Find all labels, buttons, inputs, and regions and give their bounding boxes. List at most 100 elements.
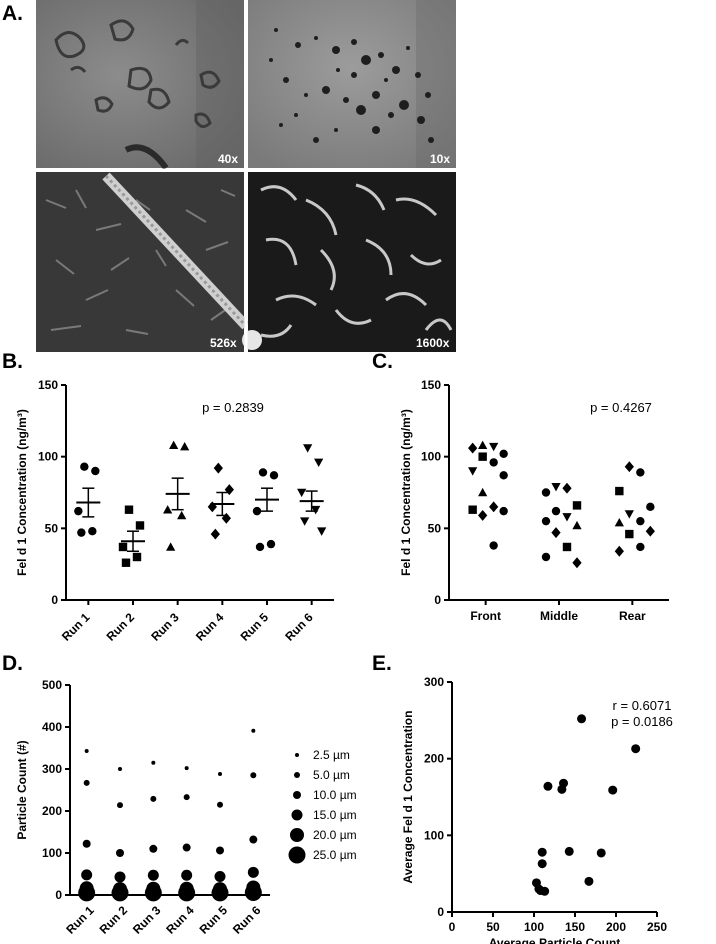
- panel-label-d: D.: [2, 652, 23, 675]
- data-point: [624, 461, 634, 473]
- data-point: [572, 520, 582, 530]
- data-point: [177, 510, 187, 520]
- data-point: [478, 440, 488, 449]
- data-point: [297, 488, 307, 498]
- data-point: [132, 552, 142, 562]
- data-point: [543, 781, 553, 791]
- legend-label: 2.5 µm: [313, 748, 350, 762]
- data-point: [149, 844, 158, 853]
- data-point: [636, 468, 645, 477]
- y-tick-label: 100: [38, 450, 58, 464]
- data-point: [489, 442, 499, 452]
- data-point: [541, 488, 551, 497]
- data-point: [135, 521, 145, 530]
- data-point: [144, 884, 162, 902]
- data-point: [147, 869, 159, 881]
- y-tick-label: 200: [424, 752, 444, 766]
- p-value-annotation: p = 0.2839: [202, 400, 264, 415]
- data-point: [303, 444, 313, 453]
- data-point: [314, 458, 324, 468]
- data-point: [218, 772, 222, 777]
- data-point: [489, 541, 498, 550]
- x-tick-label: Run 2: [97, 903, 131, 937]
- data-point: [557, 784, 567, 794]
- data-point: [551, 506, 561, 516]
- mag-label-1600x: 1600x: [416, 336, 450, 350]
- data-point: [269, 471, 279, 480]
- data-point: [489, 501, 499, 513]
- data-point: [224, 484, 234, 496]
- data-point: [478, 487, 488, 497]
- chart-b: 0 50 100 150 Fel d 1 Concentration (ng/m³) Ru…: [15, 378, 334, 644]
- data-point: [636, 542, 645, 552]
- x-tick-label: 250: [647, 920, 667, 934]
- legend-label: 10.0 µm: [313, 788, 357, 802]
- panel-label-a: A.: [2, 2, 23, 25]
- data-point: [468, 467, 478, 476]
- y-tick-label: 100: [421, 450, 441, 464]
- legend-label: 5.0 µm: [313, 768, 350, 782]
- data-point: [551, 482, 561, 492]
- data-point: [636, 516, 645, 526]
- x-tick-label: Run 1: [63, 903, 97, 937]
- x-tick-label: Middle: [540, 609, 578, 623]
- data-point: [499, 449, 508, 458]
- data-point: [116, 849, 124, 857]
- x-tick-label: Run 6: [230, 903, 264, 937]
- x-tick-label: Run 5: [238, 610, 272, 644]
- y-tick-label: 300: [42, 762, 62, 776]
- data-point: [266, 539, 276, 549]
- mag-label-526x: 526x: [210, 336, 237, 350]
- legend-marker: [295, 753, 299, 757]
- data-point: [608, 785, 618, 795]
- data-point: [251, 728, 256, 733]
- data-point: [77, 528, 86, 537]
- data-point: [255, 542, 265, 552]
- data-point: [551, 527, 561, 539]
- y-tick-label: 50: [45, 521, 59, 535]
- legend-marker: [293, 791, 301, 799]
- micrograph-1600x: [242, 172, 456, 352]
- data-point: [118, 767, 122, 771]
- y-tick-label: 500: [42, 678, 62, 692]
- data-point: [124, 505, 134, 514]
- y-tick-label: 0: [51, 593, 58, 607]
- data-point: [562, 482, 572, 494]
- y-tick-label: 0: [55, 888, 62, 902]
- x-tick-label: Run 4: [193, 610, 227, 644]
- data-point: [499, 471, 508, 480]
- x-tick-label: Run 2: [104, 610, 138, 644]
- data-point: [82, 839, 91, 848]
- y-axis-label: Average Fel d 1 Concentration: [401, 711, 415, 884]
- data-point: [564, 846, 574, 856]
- x-tick-label: Front: [470, 609, 501, 623]
- data-point: [117, 802, 123, 809]
- data-point: [244, 883, 262, 901]
- y-axis-label: Fel d 1 Concentration (ng/m³): [15, 409, 29, 576]
- legend-label: 25.0 µm: [313, 848, 357, 862]
- x-tick-label: 100: [524, 920, 544, 934]
- data-point: [624, 510, 634, 519]
- legend-marker: [291, 809, 303, 821]
- x-tick-label: Run 5: [197, 903, 231, 937]
- panel-label-c: C.: [372, 350, 393, 373]
- data-point: [300, 517, 310, 526]
- data-point: [646, 502, 655, 512]
- y-tick-label: 0: [437, 905, 444, 919]
- data-point: [169, 440, 179, 449]
- data-point: [118, 542, 128, 552]
- y-tick-label: 400: [42, 720, 62, 734]
- data-point: [216, 846, 224, 855]
- micrograph-10x: [248, 0, 456, 168]
- data-point: [151, 760, 156, 765]
- data-point: [584, 876, 594, 886]
- data-point: [562, 513, 572, 522]
- x-tick-label: Run 6: [282, 610, 316, 644]
- data-point: [211, 884, 229, 902]
- r-value-annotation: r = 0.6071: [613, 698, 672, 713]
- x-tick-label: 0: [449, 920, 456, 934]
- mag-label-10x: 10x: [430, 152, 451, 166]
- data-point: [81, 869, 93, 881]
- data-point: [217, 801, 223, 808]
